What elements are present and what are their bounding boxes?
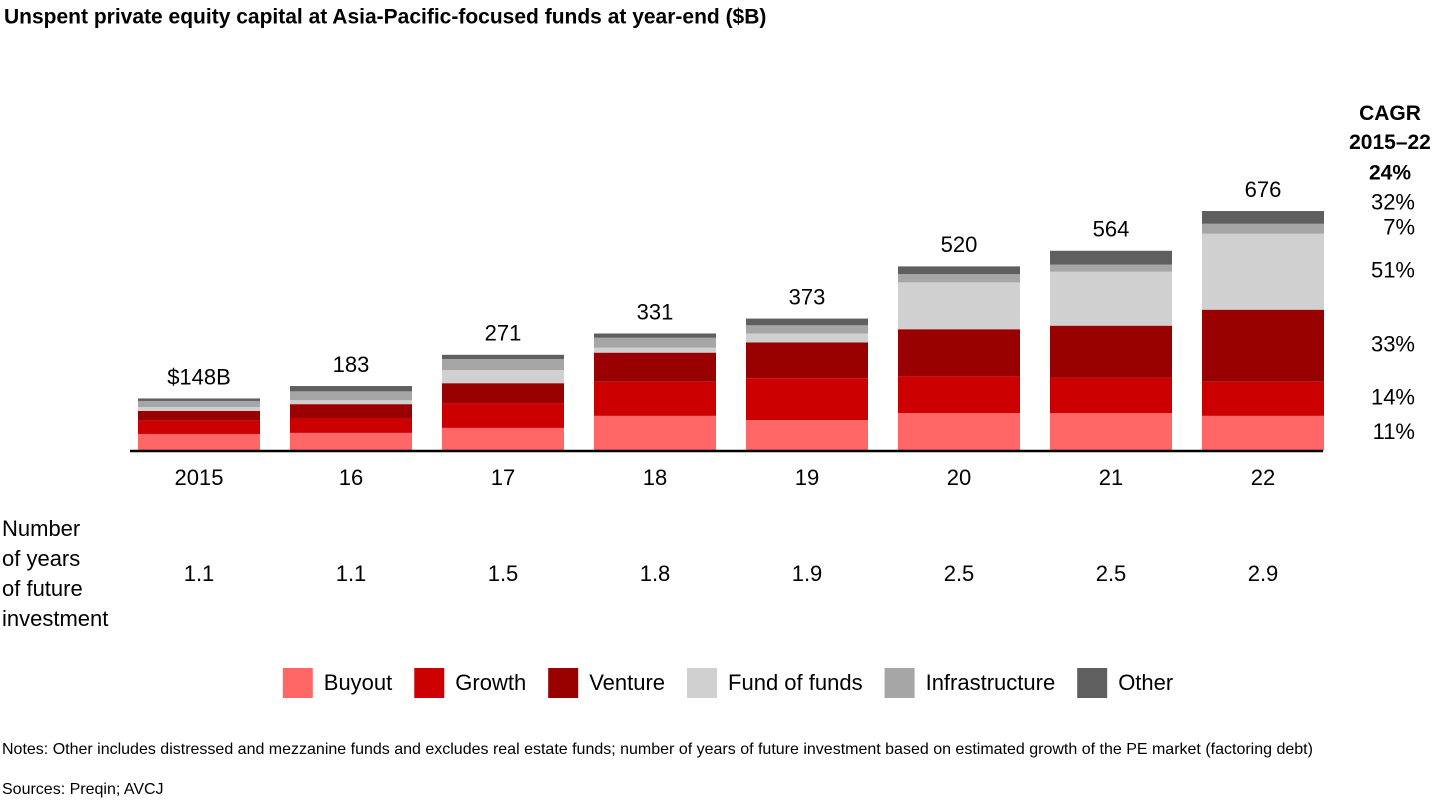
cagr-label: 32% [1371, 190, 1415, 215]
legend-swatch [414, 668, 445, 698]
bar-segment [746, 420, 868, 451]
bar-segment [442, 359, 564, 371]
bar-segment [746, 318, 868, 326]
bar-segment [746, 378, 868, 421]
cagr-total: 24% [1369, 162, 1411, 185]
notes: Notes: Other includes distressed and mez… [2, 741, 1313, 758]
bar-segment [138, 398, 260, 401]
bar-segment [1050, 271, 1172, 326]
bar-segment [290, 391, 412, 401]
legend-swatch [687, 668, 718, 698]
bar-segment [594, 337, 716, 348]
x-tick-label: 19 [795, 465, 819, 490]
bar-segment [1202, 309, 1324, 382]
bar-segment [290, 400, 412, 405]
bar-segment [442, 354, 564, 360]
cagr-label: 14% [1371, 385, 1415, 410]
legend-label: Fund of funds [728, 670, 863, 695]
bar-segment [442, 403, 564, 428]
total-label: 331 [637, 299, 674, 324]
bar-segment [594, 333, 716, 338]
cagr-label: 11% [1373, 419, 1415, 444]
bar-segment [1202, 223, 1324, 234]
bar-segment [138, 406, 260, 411]
bar-segment [1202, 381, 1324, 416]
bar-segment [138, 410, 260, 421]
bar-segment [594, 347, 716, 353]
bar-segment [1050, 413, 1172, 451]
years-value: 2.5 [944, 561, 975, 586]
bar-segment [290, 432, 412, 451]
bar-segment [1202, 415, 1324, 451]
sources: Sources: Preqin; AVCJ [2, 781, 164, 798]
x-tick-label: 18 [643, 465, 667, 490]
bar-segment [746, 325, 868, 334]
bar-segment [1050, 377, 1172, 414]
bar-segment [1202, 211, 1324, 224]
total-label: 520 [941, 232, 978, 257]
total-label: 676 [1245, 177, 1282, 202]
cagr-label: 33% [1371, 332, 1415, 357]
bar-segment [898, 413, 1020, 451]
years-value: 1.1 [184, 561, 215, 586]
legend-swatch [884, 668, 915, 698]
bar-segment [290, 417, 412, 433]
legend-label: Growth [455, 670, 526, 695]
years-row-label: Number of years of future investment [2, 516, 109, 631]
bar-segment [442, 383, 564, 404]
bar-segment [138, 433, 260, 451]
total-label: 271 [485, 321, 522, 346]
cagr-title: CAGR 2015–22 [1349, 102, 1431, 154]
bar-segment [290, 404, 412, 418]
legend-swatch [548, 668, 579, 698]
x-tick-label: 20 [947, 465, 971, 490]
bar-segment [898, 329, 1020, 377]
bar-segment [1050, 325, 1172, 378]
bar-segment [1050, 264, 1172, 272]
total-label: 564 [1093, 217, 1130, 242]
total-label: 373 [789, 284, 826, 309]
total-label: $148B [167, 364, 231, 389]
years-value: 1.1 [336, 561, 367, 586]
total-label: 183 [333, 352, 370, 377]
years-value: 2.9 [1248, 561, 1279, 586]
x-tick-label: 22 [1251, 465, 1275, 490]
bar-segment [898, 282, 1020, 330]
legend-label: Buyout [324, 670, 393, 695]
chart-title: Unspent private equity capital at Asia-P… [4, 6, 766, 29]
cagr-label: 7% [1383, 215, 1415, 240]
legend-label: Other [1118, 670, 1173, 695]
bar-segment [138, 420, 260, 434]
bar-segment [898, 266, 1020, 275]
years-value: 2.5 [1096, 561, 1127, 586]
years-value: 1.9 [792, 561, 823, 586]
bar-segment [1202, 233, 1324, 310]
bar-segment [594, 352, 716, 382]
bar-segment [898, 274, 1020, 283]
legend-label: Venture [589, 670, 665, 695]
bar-segment [442, 370, 564, 384]
legend-label: Infrastructure [926, 670, 1056, 695]
bar-segment [290, 386, 412, 392]
bar-segment [138, 400, 260, 407]
years-value: 1.5 [488, 561, 519, 586]
bar-segment [898, 376, 1020, 414]
bar-segment [594, 415, 716, 451]
x-tick-label: 21 [1099, 465, 1123, 490]
bar-segment [594, 381, 716, 416]
legend-swatch [1077, 668, 1108, 698]
x-tick-label: 16 [339, 465, 363, 490]
years-value: 1.8 [640, 561, 671, 586]
x-tick-label: 2015 [175, 465, 224, 490]
bar-segment [1050, 250, 1172, 265]
bar-segment [746, 333, 868, 343]
bar-segment [442, 427, 564, 451]
x-tick-label: 17 [491, 465, 515, 490]
legend-swatch [282, 668, 313, 698]
cagr-label: 51% [1371, 258, 1415, 283]
bar-segment [746, 342, 868, 379]
